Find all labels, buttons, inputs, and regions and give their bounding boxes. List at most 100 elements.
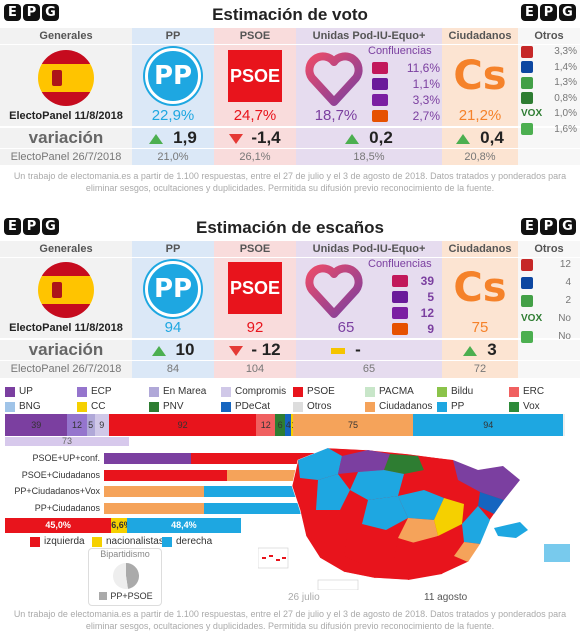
footer-methodology-note: Un trabajo de electomania.es a partir de… (13, 609, 567, 631)
header-cs: Ciudadanos (448, 243, 512, 255)
seat-distribution-bar: 39125992126417594 (5, 414, 565, 436)
cs-prev-value: 20,8% (464, 151, 496, 163)
confluence-logo-icon (392, 323, 408, 335)
cs-seats-value: 75 (471, 319, 489, 336)
coalition-bar-segment (190, 453, 314, 464)
pacma-icon (521, 123, 533, 136)
legend-item-ecp: ECP (77, 385, 112, 399)
psoe-prev-seats: 104 (245, 363, 265, 375)
confluence-logo-icon (392, 275, 408, 287)
coalition-label: PP+Ciudadanos (34, 502, 100, 513)
ideology-segment-nacionalistas: 6,6% (111, 518, 132, 533)
panel-label: ElectoPanel 11/8/2018 (9, 322, 123, 334)
pp-variation: 1,9 (132, 128, 214, 148)
pdecat-icon (521, 61, 533, 74)
up-heart-icon (305, 264, 363, 318)
coalition-bar-segment (104, 469, 228, 481)
pdecat-icon (521, 277, 533, 289)
cs-logo-icon: Cs (453, 53, 507, 99)
psoe-seats-value: 92 (246, 319, 264, 336)
header-otros: Otros (534, 30, 564, 42)
legend-item-pacma: PACMA (365, 385, 414, 399)
down-arrow-icon (229, 133, 244, 144)
coalition-label: PSOE+UP+conf. (32, 453, 100, 463)
spain-province-map (258, 447, 570, 590)
methodology-note: Un trabajo de electomania.es a partir de… (13, 171, 567, 193)
confluence-logo-icon (372, 94, 388, 106)
pnv-icon (521, 76, 533, 89)
seats-estimate-title: Estimación de escaños (195, 218, 385, 237)
seat-segment-ciudadanos: 75 (293, 414, 413, 436)
up-seats-value: 65 (337, 319, 355, 336)
pacma-icon (521, 331, 533, 343)
header-psoe: PSOE (239, 30, 271, 42)
vote-estimate-title: Estimación de voto (212, 5, 368, 24)
confluence-logo-icon (372, 62, 388, 74)
legend-item-pdecat: PDeCat (221, 400, 270, 414)
ideology-segment-derecha: 48,4% (126, 518, 241, 533)
cs-logo-icon: Cs (453, 265, 507, 311)
seat-segment-pdecat: 4 (285, 414, 292, 436)
header-up: Unidas Pod-IU-Equo+ (312, 243, 426, 255)
up-prev-seats: 65 (362, 363, 376, 375)
vox-logo-icon: VOX (521, 313, 543, 324)
cs-vote-value: 21,2% (458, 107, 502, 124)
up-arrow-icon (149, 133, 164, 144)
pp-seats-value: 94 (164, 319, 182, 336)
prev-panel-label: ElectoPanel 26/7/2018 (10, 151, 122, 163)
pie-slice (113, 563, 128, 589)
bipartidismo-legend: PP+PSOE (91, 591, 161, 601)
coalition-bar-segment (204, 502, 330, 514)
header-psoe: PSOE (239, 243, 271, 255)
seat-segment-erc: 12 (256, 414, 276, 436)
psoe-prev-value: 26,1% (239, 151, 271, 163)
header-generales: Generales (39, 30, 93, 42)
pp-logo-icon: PP (145, 48, 201, 104)
up-vote-value: 18,7% (314, 107, 358, 124)
erc-icon (521, 45, 533, 58)
legend-item-en-marea: En Marea (149, 385, 206, 399)
pp-vote-value: 22,9% (151, 107, 195, 124)
up-prev-value: 18,5% (353, 151, 385, 163)
legend-item-pp: PP (437, 400, 464, 414)
variation-label: variación (28, 128, 104, 147)
confluence-logo-icon (372, 78, 388, 90)
psoe-logo-icon: PSOE (228, 50, 282, 102)
psoe-vote-value: 24,7% (233, 107, 277, 124)
ideology-legend-nacionalistas: nacionalistas (92, 535, 164, 549)
coalition-bar-segment (227, 469, 328, 481)
legend-item-erc: ERC (509, 385, 544, 399)
header-up: Unidas Pod-IU-Equo+ (312, 30, 426, 42)
coalition-bar-segment (204, 486, 330, 497)
cs-prev-seats: 72 (473, 363, 487, 375)
up-seats-variation: - (296, 340, 396, 360)
ideology-legend-derecha: derecha (162, 535, 212, 549)
pie-slice (126, 563, 139, 589)
vox-logo-icon: VOX (521, 108, 543, 119)
coalition-label: PP+Ciudadanos+Vox (14, 486, 100, 496)
cs-column (442, 28, 518, 165)
pp-seats-variation: 10 (132, 340, 214, 360)
confluencias-label: Confluencias (368, 258, 432, 270)
confluencias-label: Confluencias (368, 45, 432, 57)
legend-item-bildu: Bildu (437, 385, 473, 399)
seat-segment-pnv: 6 (275, 414, 285, 436)
ideology-segment-izquierda: 45,0% (5, 518, 112, 533)
down-arrow-icon (229, 345, 244, 356)
up-heart-icon (305, 52, 363, 106)
seat-segment-pp: 94 (413, 414, 564, 436)
otros-seats-list: 12 4 2 VOX No No (521, 259, 571, 343)
bildu-icon (521, 92, 533, 105)
psoe-variation: -1,4 (214, 128, 296, 148)
legend-item-ciudadanos: Ciudadanos (365, 400, 432, 414)
coalition-label: PSOE+Ciudadanos (21, 469, 100, 480)
legend-item-psoe: PSOE (293, 385, 335, 399)
bipartidismo-box: Bipartidismo PP+PSOE (88, 548, 162, 606)
seat-segment-psoe: 92 (109, 414, 257, 436)
ideology-bar: 45,0% 6,6% 48,4% (5, 518, 241, 533)
prev-panel-label: ElectoPanel 26/7/2018 (10, 363, 122, 375)
pp-logo-icon: PP (145, 261, 201, 317)
left-bloc-total: 73 (5, 437, 129, 446)
